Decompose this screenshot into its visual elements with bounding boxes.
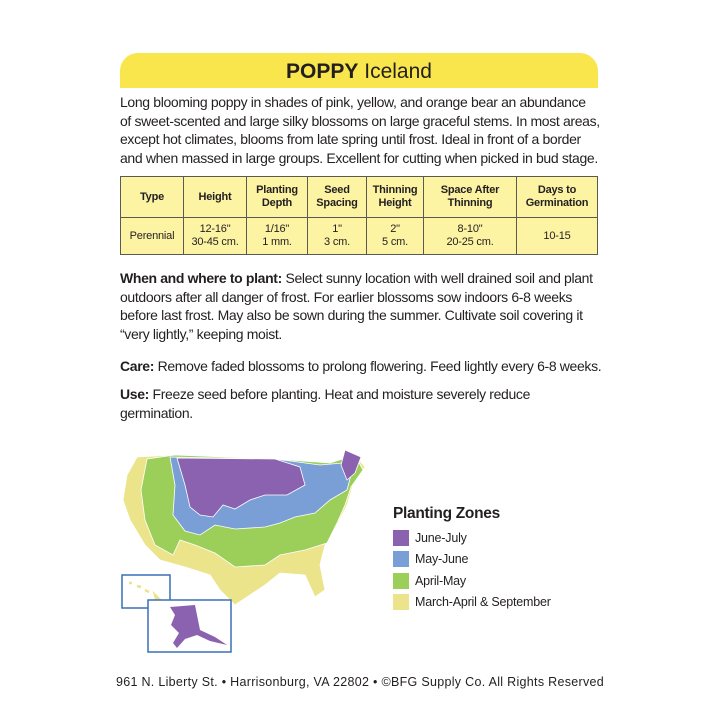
when-where-section: When and where to plant: Select sunny lo… <box>120 270 593 342</box>
table-row: Perennial 12-16" 30-45 cm. 1/16" 1 mm. 1" 3… <box>120 217 598 255</box>
legend-item: May-June <box>393 549 551 571</box>
legend-swatch <box>393 572 409 589</box>
plant-name: POPPY <box>286 60 359 83</box>
planting-zones-legend: Planting Zones June-July May-June April-… <box>393 505 551 613</box>
header-days-to-germination: Days to Germination <box>516 176 598 218</box>
zone-june-july <box>176 449 362 518</box>
cell-planting-depth: 1/16" 1 mm. <box>246 217 308 255</box>
cell-height: 12-16" 30-45 cm. <box>183 217 247 255</box>
cell-type: Perennial <box>120 217 184 255</box>
table-header-row: Type Height Planting Depth Seed Spacing … <box>120 176 598 218</box>
legend-title: Planting Zones <box>393 505 500 522</box>
use-section: Use: Freeze seed before planting. Heat a… <box>120 386 531 421</box>
cell-seed-spacing: 1" 3 cm. <box>307 217 367 255</box>
header-thinning-height: Thinning Height <box>366 176 424 218</box>
description: Long blooming poppy in shades of pink, y… <box>120 94 600 166</box>
legend-swatch <box>393 594 409 611</box>
cell-space-after-thinning: 8-10" 20-25 cm. <box>423 217 517 255</box>
cell-days-to-germination: 10-15 <box>516 217 598 255</box>
title-bar: POPPY Iceland <box>120 53 598 88</box>
variety-name: Iceland <box>364 60 432 83</box>
legend-item: March-April & September <box>393 592 551 614</box>
footer-address: 961 N. Liberty St. • Harrisonburg, VA 22… <box>115 675 605 689</box>
header-type: Type <box>120 176 184 218</box>
planting-zone-map <box>121 449 366 653</box>
growing-specs-table: Type Height Planting Depth Seed Spacing … <box>120 176 598 255</box>
header-planting-depth: Planting Depth <box>246 176 308 218</box>
legend-swatch <box>393 529 409 546</box>
care-section: Care: Remove faded blossoms to prolong f… <box>120 358 602 374</box>
header-seed-spacing: Seed Spacing <box>307 176 367 218</box>
alaska <box>170 605 227 648</box>
legend-item: April-May <box>393 570 551 592</box>
legend-item: June-July <box>393 527 551 549</box>
cell-thinning-height: 2" 5 cm. <box>366 217 424 255</box>
header-space-after-thinning: Space After Thinning <box>423 176 517 218</box>
legend-swatch <box>393 551 409 568</box>
header-height: Height <box>183 176 247 218</box>
